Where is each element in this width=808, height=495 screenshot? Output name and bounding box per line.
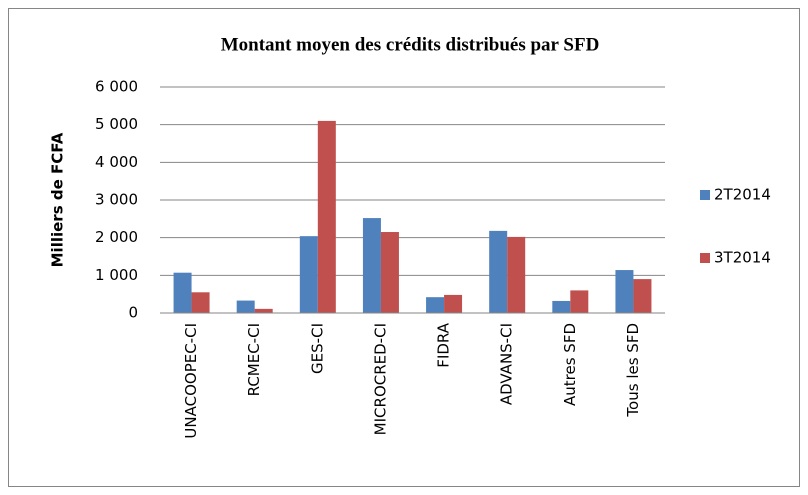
x-tick-label: RCMEC-CI xyxy=(245,323,263,396)
x-tick-label: MICROCRED-CI xyxy=(371,323,389,435)
y-tick-label: 4 000 xyxy=(95,153,138,171)
bar xyxy=(426,297,445,313)
x-tick-label: Tous les SFD xyxy=(624,323,642,418)
legend-swatch xyxy=(700,253,710,263)
legend-label: 3T2014 xyxy=(714,249,771,267)
bar xyxy=(299,236,318,313)
y-tick-label: 1 000 xyxy=(95,266,138,284)
x-tick-label: Autres SFD xyxy=(561,323,579,406)
bar xyxy=(254,308,273,313)
bar xyxy=(191,292,210,313)
chart-title: Montant moyen des crédits distribués par… xyxy=(221,34,600,55)
bar xyxy=(444,294,463,313)
legend-swatch xyxy=(700,190,710,200)
x-tick-label: GES-CI xyxy=(308,323,326,374)
y-tick-label: 5 000 xyxy=(95,115,138,133)
x-tick-label: UNACOOPEC-CI xyxy=(182,323,200,439)
y-axis-label: Milliers de FCFA xyxy=(49,132,67,267)
x-tick-label: FIDRA xyxy=(435,322,453,367)
y-tick-label: 6 000 xyxy=(95,78,138,96)
bar xyxy=(362,218,381,313)
bar xyxy=(552,300,571,313)
y-tick-label: 2 000 xyxy=(95,228,138,246)
bar xyxy=(380,232,399,313)
bar xyxy=(615,270,634,313)
bar xyxy=(507,236,526,313)
chart-border xyxy=(8,8,800,487)
y-tick-label: 3 000 xyxy=(95,191,138,209)
legend-label: 2T2014 xyxy=(714,186,771,204)
bar xyxy=(173,272,192,313)
bar xyxy=(633,279,652,313)
bar xyxy=(236,300,255,313)
y-tick-label: 0 xyxy=(128,304,138,322)
x-tick-label: ADVANS-CI xyxy=(498,323,516,405)
bar xyxy=(570,290,589,313)
bar xyxy=(489,230,508,313)
bar xyxy=(317,120,336,314)
